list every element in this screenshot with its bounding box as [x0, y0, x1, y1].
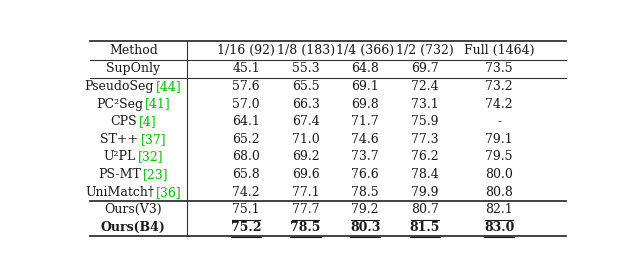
- Text: 67.4: 67.4: [292, 115, 319, 128]
- Text: Method: Method: [109, 44, 157, 57]
- Text: [4]: [4]: [139, 115, 157, 128]
- Text: Ours(B4): Ours(B4): [101, 221, 166, 234]
- Text: 77.1: 77.1: [292, 186, 319, 199]
- Text: 77.3: 77.3: [411, 133, 438, 146]
- Text: 75.2: 75.2: [231, 221, 261, 234]
- Text: 81.5: 81.5: [410, 221, 440, 234]
- Text: 83.0: 83.0: [484, 221, 515, 234]
- Text: 78.5: 78.5: [351, 186, 379, 199]
- Text: 79.1: 79.1: [485, 133, 513, 146]
- Text: 1/16 (92): 1/16 (92): [217, 44, 275, 57]
- Text: 82.1: 82.1: [485, 203, 513, 216]
- Text: CPS: CPS: [110, 115, 137, 128]
- Text: 71.7: 71.7: [351, 115, 379, 128]
- Text: 74.2: 74.2: [232, 186, 260, 199]
- Text: 55.3: 55.3: [292, 62, 319, 75]
- Text: 80.3: 80.3: [350, 221, 380, 234]
- Text: 64.1: 64.1: [232, 115, 260, 128]
- Text: 1/8 (183): 1/8 (183): [276, 44, 335, 57]
- Text: U²PL: U²PL: [104, 150, 136, 163]
- Text: 1/4 (366): 1/4 (366): [336, 44, 394, 57]
- Text: 1/2 (732): 1/2 (732): [396, 44, 454, 57]
- Text: 73.5: 73.5: [485, 62, 513, 75]
- Text: [36]: [36]: [156, 186, 182, 199]
- Text: 74.6: 74.6: [351, 133, 379, 146]
- Text: PS-MT: PS-MT: [98, 168, 141, 181]
- Text: 77.7: 77.7: [292, 203, 319, 216]
- Text: 64.8: 64.8: [351, 62, 379, 75]
- Text: PC²Seg: PC²Seg: [96, 98, 143, 111]
- Text: [41]: [41]: [145, 98, 171, 111]
- Text: 78.4: 78.4: [411, 168, 438, 181]
- Text: 80.0: 80.0: [485, 168, 513, 181]
- Text: 73.2: 73.2: [485, 80, 513, 93]
- Text: 57.6: 57.6: [232, 80, 260, 93]
- Text: [23]: [23]: [143, 168, 168, 181]
- Text: 66.3: 66.3: [292, 98, 319, 111]
- Text: 65.2: 65.2: [232, 133, 260, 146]
- Text: 78.5: 78.5: [291, 221, 321, 234]
- Text: Full (1464): Full (1464): [464, 44, 534, 57]
- Text: 76.6: 76.6: [351, 168, 379, 181]
- Text: 69.6: 69.6: [292, 168, 319, 181]
- Text: -: -: [497, 115, 501, 128]
- Text: 79.2: 79.2: [351, 203, 379, 216]
- Text: 65.8: 65.8: [232, 168, 260, 181]
- Text: 73.7: 73.7: [351, 150, 379, 163]
- Text: 80.7: 80.7: [411, 203, 438, 216]
- Text: ST++: ST++: [100, 133, 139, 146]
- Text: UniMatch†: UniMatch†: [85, 186, 154, 199]
- Text: 74.2: 74.2: [485, 98, 513, 111]
- Text: 69.8: 69.8: [351, 98, 379, 111]
- Text: [37]: [37]: [141, 133, 166, 146]
- Text: 76.2: 76.2: [411, 150, 438, 163]
- Text: 72.4: 72.4: [411, 80, 438, 93]
- Text: 65.5: 65.5: [292, 80, 319, 93]
- Text: Ours(V3): Ours(V3): [104, 203, 162, 216]
- Text: PseudoSeg: PseudoSeg: [84, 80, 154, 93]
- Text: 45.1: 45.1: [232, 62, 260, 75]
- Text: 68.0: 68.0: [232, 150, 260, 163]
- Text: 69.2: 69.2: [292, 150, 319, 163]
- Text: 57.0: 57.0: [232, 98, 260, 111]
- Text: 69.7: 69.7: [411, 62, 438, 75]
- Text: 79.9: 79.9: [411, 186, 438, 199]
- Text: 69.1: 69.1: [351, 80, 379, 93]
- Text: 71.0: 71.0: [292, 133, 319, 146]
- Text: 75.1: 75.1: [232, 203, 260, 216]
- Text: 73.1: 73.1: [411, 98, 438, 111]
- Text: 80.8: 80.8: [485, 186, 513, 199]
- Text: 75.9: 75.9: [411, 115, 438, 128]
- Text: SupOnly: SupOnly: [106, 62, 161, 75]
- Text: [44]: [44]: [156, 80, 182, 93]
- Text: 79.5: 79.5: [485, 150, 513, 163]
- Text: [32]: [32]: [138, 150, 163, 163]
